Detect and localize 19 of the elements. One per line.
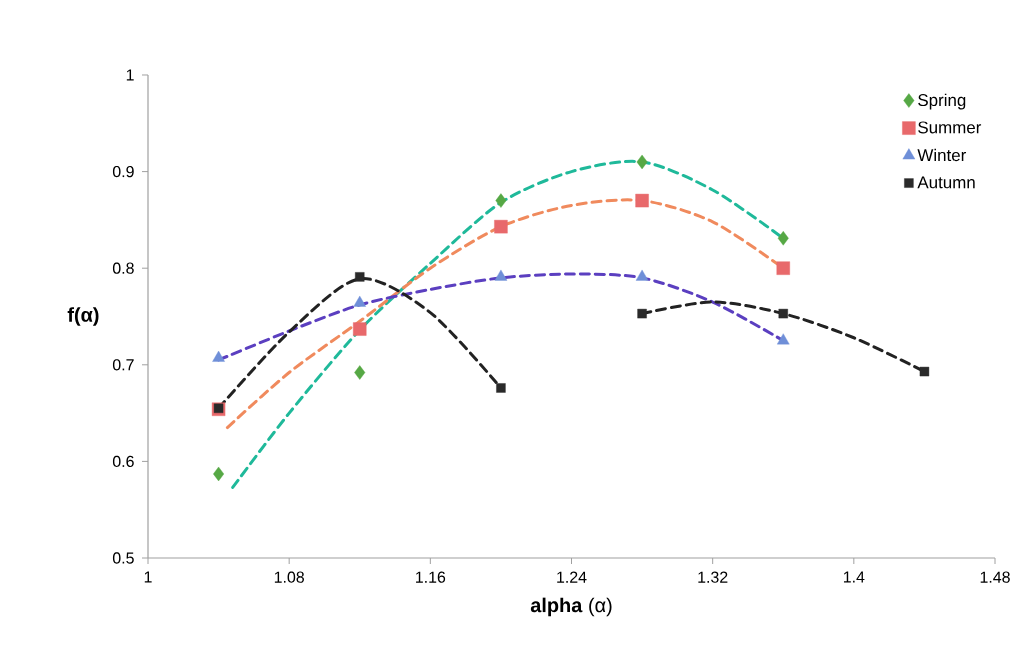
y-tick-label: 1 — [126, 69, 134, 81]
x-tick-label: 1.16 — [416, 571, 446, 583]
x-axis-title: alpha (α) — [530, 597, 612, 617]
y-axis-title: f(α) — [67, 307, 99, 326]
x-tick-label: 1.32 — [698, 571, 728, 583]
y-tick-label: 0.8 — [112, 262, 134, 274]
legend-label: Winter — [917, 148, 967, 162]
legend-label: Spring — [918, 93, 966, 110]
legend-label: Autumn — [917, 176, 975, 189]
x-tick-label: 1.48 — [980, 571, 1010, 583]
x-tick-label: 1.08 — [274, 571, 304, 583]
x-tick-label: 1.4 — [843, 571, 865, 583]
y-tick-label: 0.6 — [112, 455, 134, 468]
y-tick-label: 0.5 — [112, 552, 134, 564]
legend-label: Summer — [918, 121, 982, 134]
y-tick-label: 0.9 — [112, 165, 134, 178]
x-tick-label: 1.24 — [557, 571, 587, 583]
x-tick-label: 1 — [144, 571, 152, 583]
y-tick-label: 0.7 — [112, 359, 134, 371]
